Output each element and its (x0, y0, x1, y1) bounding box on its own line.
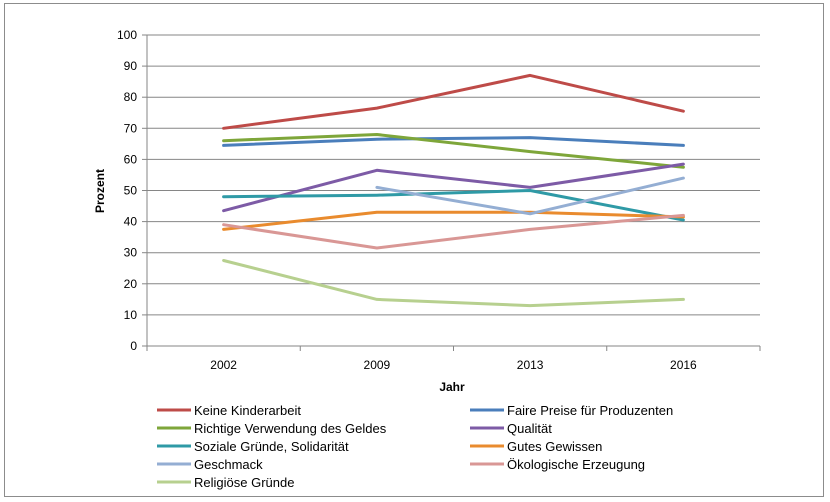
y-tick-label: 80 (124, 90, 138, 104)
series-line-ökologische-erzeugung (222, 213, 685, 250)
chart-frame (4, 3, 824, 497)
legend-label: Gutes Gewissen (507, 439, 602, 454)
y-tick-label: 0 (130, 339, 137, 353)
x-tick-labels: 2002 2009 2013 2016 (210, 358, 697, 372)
series-line-richtige-verwendung-des-geldes (222, 133, 685, 169)
y-tick-label: 50 (124, 184, 138, 198)
series-lines (222, 73, 685, 308)
y-tick-label: 30 (124, 246, 138, 260)
series-line-soziale-gründe-solidarität (222, 189, 685, 222)
y-tick-labels: 0 10 20 30 40 50 60 70 80 90 100 (117, 28, 137, 353)
x-axis-title: Jahr (439, 380, 465, 394)
series-line-faire-preise-für-produzenten (222, 136, 685, 147)
y-tick-label: 60 (124, 152, 138, 166)
y-tick-label: 40 (124, 215, 138, 229)
legend-label: Keine Kinderarbeit (194, 403, 301, 418)
y-tick-label: 100 (117, 28, 137, 42)
y-tick-label: 70 (124, 121, 138, 135)
legend-item: Religiöse Gründe (157, 475, 294, 490)
x-tick-label: 2002 (210, 358, 237, 372)
legend-label: Soziale Gründe, Solidarität (194, 439, 349, 454)
legend-item: Geschmack (157, 457, 263, 472)
series-line-religiöse-gründe (222, 259, 685, 308)
legend-label: Faire Preise für Produzenten (507, 403, 673, 418)
legend: Keine Kinderarbeit Faire Preise für Produ… (157, 403, 673, 490)
legend-label: Qualität (507, 421, 552, 436)
legend-label: Religiöse Gründe (194, 475, 294, 490)
series-line-keine-kinderarbeit (222, 73, 685, 130)
gridlines (147, 34, 760, 316)
legend-item: Ökologische Erzeugung (470, 457, 645, 472)
legend-item: Keine Kinderarbeit (157, 403, 301, 418)
legend-item: Gutes Gewissen (470, 439, 602, 454)
y-axis-title: Prozent (93, 169, 107, 213)
legend-label: Geschmack (194, 457, 263, 472)
x-tick-label: 2016 (670, 358, 697, 372)
legend-item: Soziale Gründe, Solidarität (157, 439, 349, 454)
legend-label: Richtige Verwendung des Geldes (194, 421, 387, 436)
series-line-qualität (222, 162, 685, 213)
x-tick-label: 2013 (517, 358, 544, 372)
series-line-geschmack (375, 176, 685, 216)
axes (142, 34, 761, 351)
legend-item: Qualität (470, 421, 552, 436)
legend-item: Richtige Verwendung des Geldes (157, 421, 387, 436)
legend-label: Ökologische Erzeugung (507, 457, 645, 472)
y-tick-label: 10 (124, 308, 138, 322)
y-tick-label: 90 (124, 59, 138, 73)
legend-item: Faire Preise für Produzenten (470, 403, 673, 418)
x-tick-label: 2009 (364, 358, 391, 372)
series-line-gutes-gewissen (222, 210, 685, 231)
y-tick-label: 20 (124, 277, 138, 291)
